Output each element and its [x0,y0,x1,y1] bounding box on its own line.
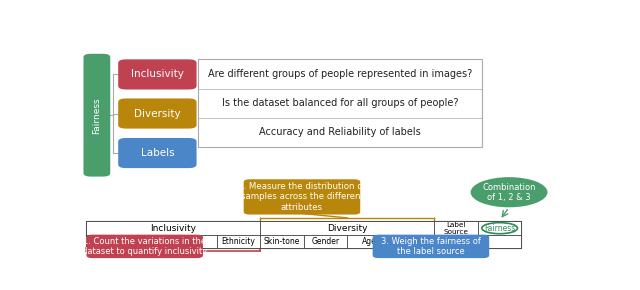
Text: Fairness: Fairness [484,224,515,233]
Text: Label
Source: Label Source [444,222,468,235]
Bar [260,235,304,248]
Bar [86,221,260,235]
Bar [478,235,522,248]
Text: Skin-tone: Skin-tone [90,237,126,246]
FancyBboxPatch shape [118,98,196,128]
Text: Ethnicity: Ethnicity [221,237,255,246]
Text: Gender: Gender [312,237,340,246]
Bar [216,235,260,248]
Bar [129,235,173,248]
Text: Inclusivity: Inclusivity [131,69,184,79]
FancyBboxPatch shape [83,54,110,177]
Bar [198,59,483,147]
Text: Fairness: Fairness [92,97,101,133]
Bar [478,221,522,235]
Bar [391,235,435,248]
Bar [348,235,391,248]
Ellipse shape [482,223,518,234]
Bar [173,235,216,248]
Text: 1. Count the variations in the
dataset to quantify inclusivity: 1. Count the variations in the dataset t… [82,237,207,256]
FancyBboxPatch shape [118,138,196,168]
Text: Labels: Labels [141,148,174,158]
Text: Age: Age [362,237,376,246]
FancyBboxPatch shape [118,59,196,90]
Bar [435,235,478,248]
FancyBboxPatch shape [86,235,203,258]
Text: Gender: Gender [137,237,165,246]
Text: Skin-tone: Skin-tone [264,237,300,246]
Text: Combination
of 1, 2 & 3: Combination of 1, 2 & 3 [483,182,536,202]
Text: Inclusivity: Inclusivity [150,224,196,233]
Text: 3. Weigh the fairness of
the label source: 3. Weigh the fairness of the label sourc… [381,237,481,256]
FancyBboxPatch shape [244,179,360,215]
Ellipse shape [470,177,547,207]
Text: Age: Age [188,237,202,246]
Bar [435,221,478,235]
Bar [260,221,435,235]
Bar [86,235,129,248]
FancyBboxPatch shape [372,235,489,258]
Text: Accuracy and Reliability of labels: Accuracy and Reliability of labels [259,127,421,137]
Text: 2. Measure the distribution of
samples across the different
attributes: 2. Measure the distribution of samples a… [238,182,366,212]
Text: Diversity: Diversity [327,224,367,233]
Text: Is the dataset balanced for all groups of people?: Is the dataset balanced for all groups o… [222,98,458,108]
Text: Diversity: Diversity [134,108,180,119]
Text: Are different groups of people represented in images?: Are different groups of people represent… [208,69,472,79]
Bar [86,221,522,248]
Bar [304,235,348,248]
Text: Ethnicity: Ethnicity [396,237,429,246]
